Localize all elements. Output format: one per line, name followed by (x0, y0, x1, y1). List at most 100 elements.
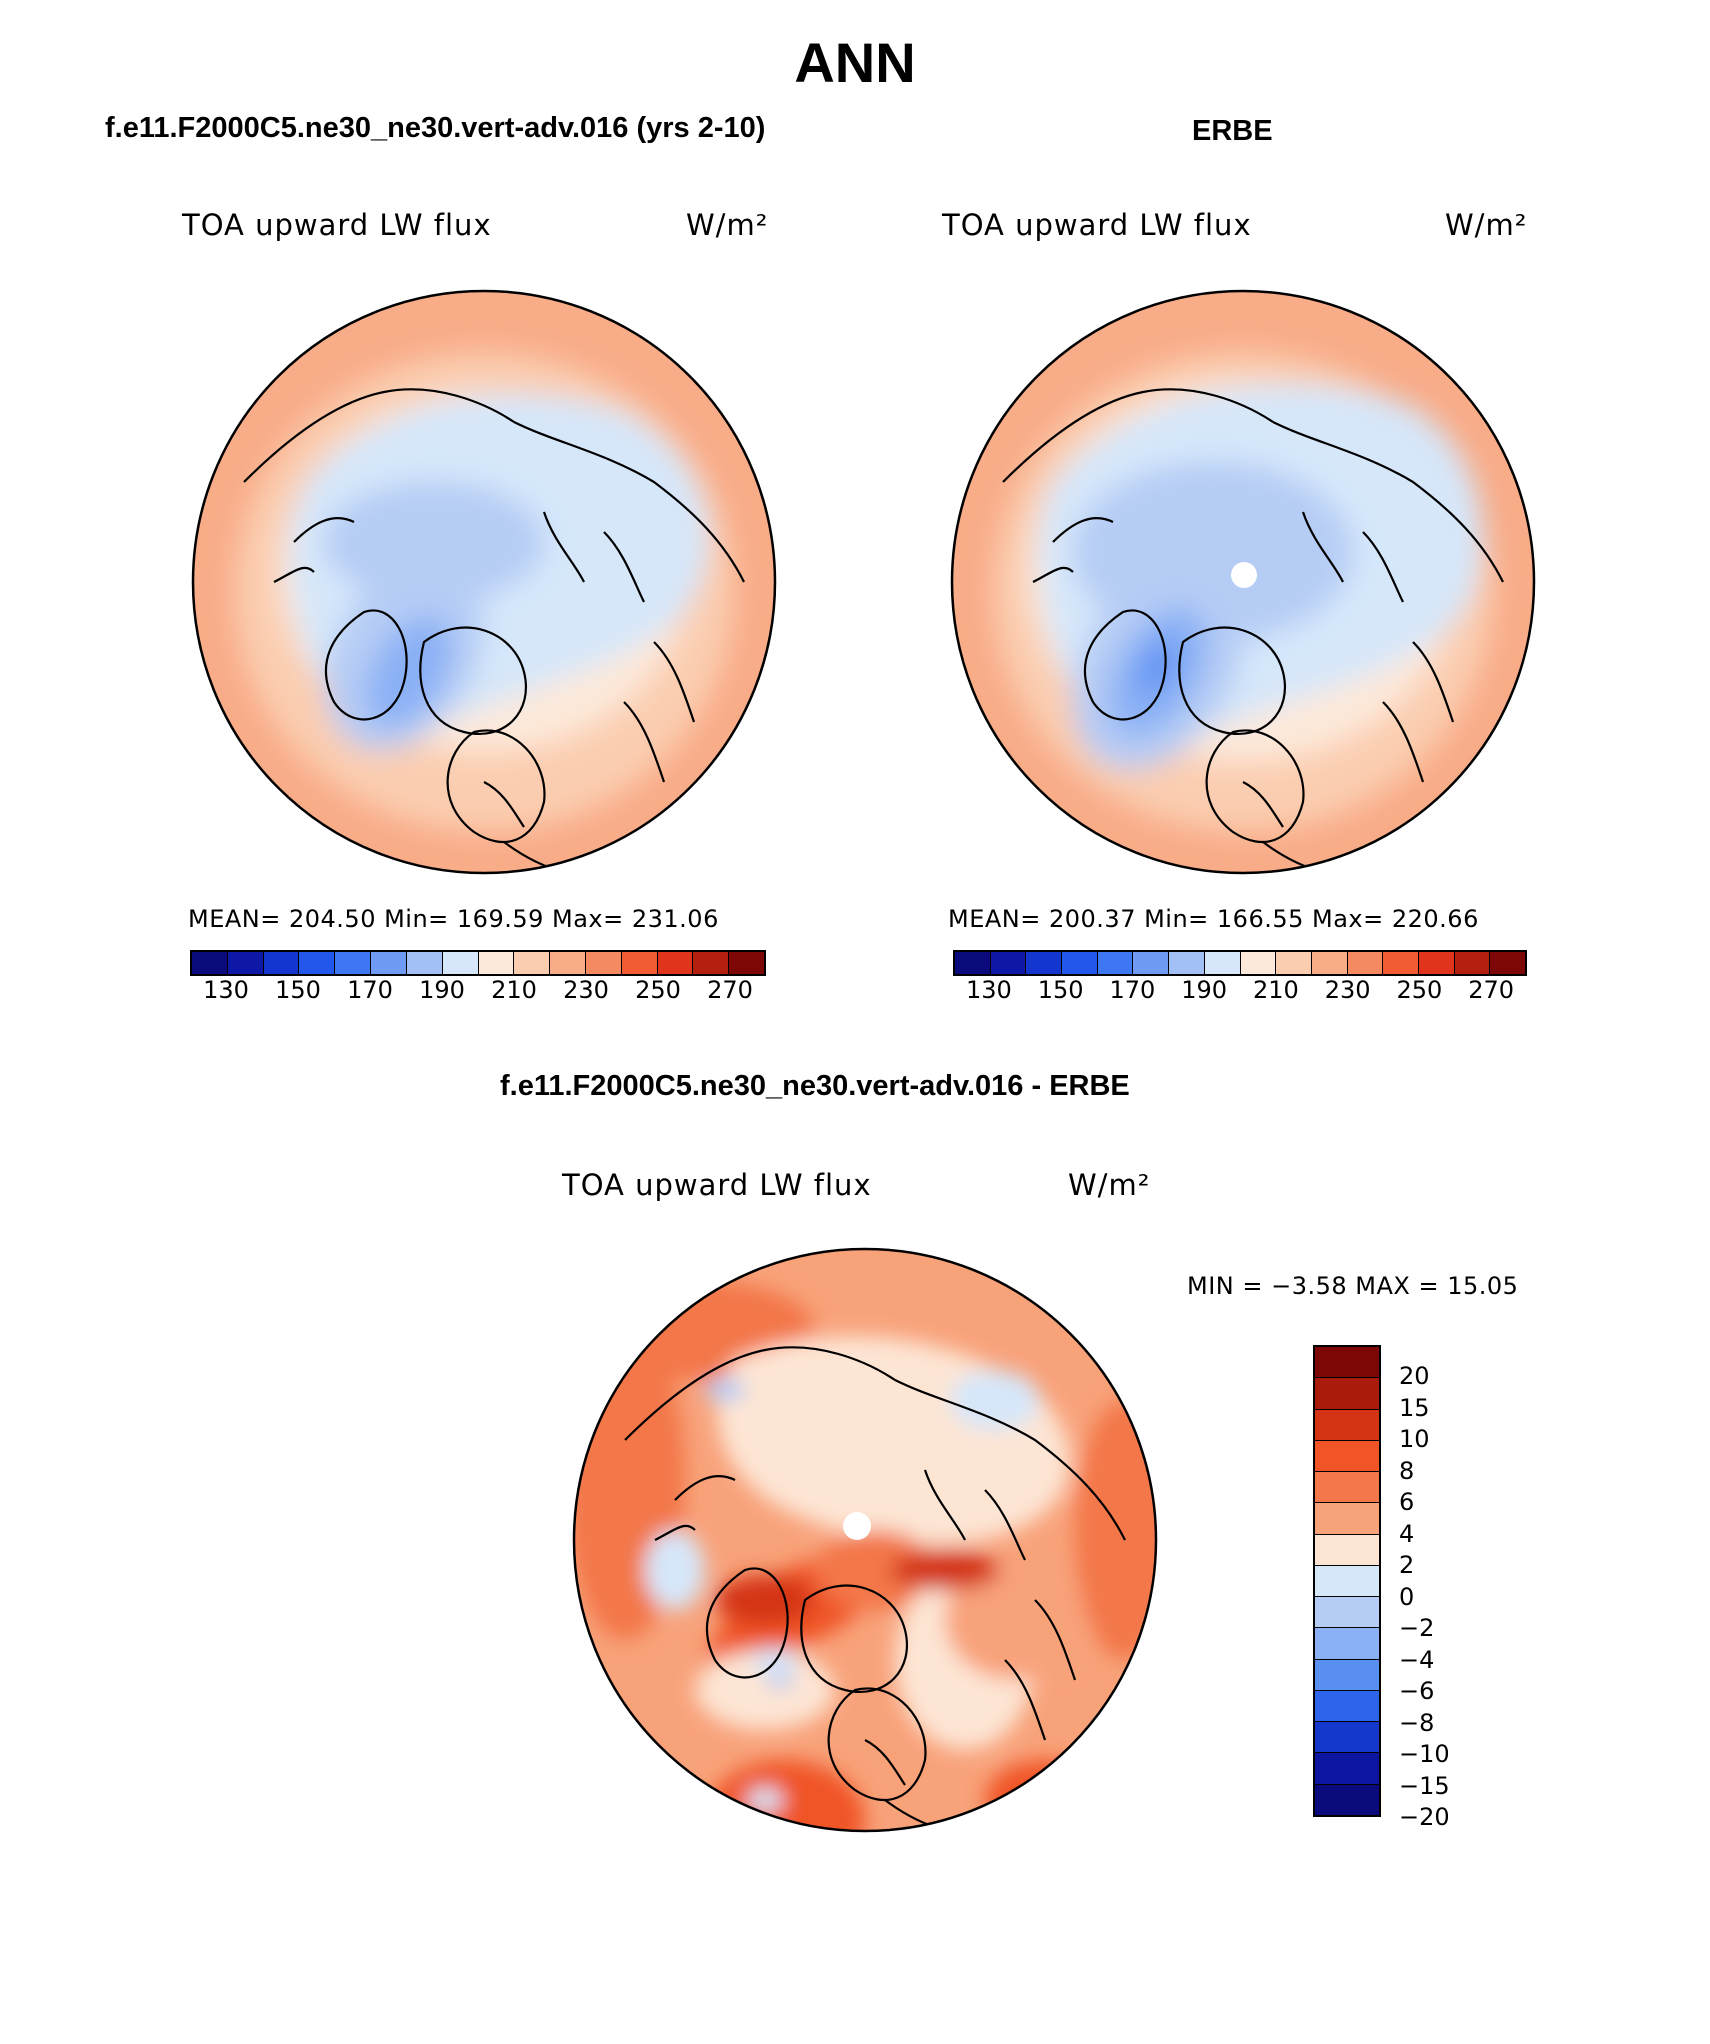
diff-colorbar-swatch (1315, 1534, 1379, 1566)
panel-2-stats: MEAN= 200.37 Min= 166.55 Max= 220.66 (948, 905, 1479, 933)
panel-2-colorbar-swatch (1026, 952, 1063, 974)
panel-2-colorbar: 130 150 170 190 210 230 250 270 (953, 950, 1527, 1006)
diff-polar-hole (843, 1512, 871, 1540)
panel-1-colorbar-tick-label: 270 (707, 976, 753, 1004)
panel-2-colorbar-tick-label: 130 (965, 976, 1012, 1004)
panel-2-colorbar-swatch (1454, 952, 1491, 974)
panel-1-colorbar-swatch (621, 952, 658, 974)
panel-1-units: W/m² (686, 208, 769, 242)
panel-2-title: ERBE (1192, 115, 1273, 147)
diff-colorbar-label: 10 (1399, 1425, 1430, 1454)
diff-colorbar-swatch (1315, 1784, 1379, 1815)
diff-colorbar-swatch (1315, 1722, 1379, 1754)
panel-2-colorbar-tick-label: 190 (1181, 976, 1228, 1004)
panel-1-colorbar-tick-label: 230 (563, 976, 609, 1004)
panel-2-colorbar-tick-label: 230 (1324, 976, 1371, 1004)
panel-2-colorbar-tick-label: 250 (1396, 976, 1443, 1004)
diff-colorbar-label: −20 (1399, 1803, 1450, 1831)
panel-2-colorbar-swatch (1062, 952, 1098, 974)
panel-2-variable: TOA upward LW flux (942, 208, 1252, 242)
page-title: ANN (794, 31, 916, 94)
panel-1-title: f.e11.F2000C5.ne30_ne30.vert-adv.016 (yr… (105, 112, 766, 144)
panel-2-colorbar-swatch (1133, 952, 1170, 974)
panel-1-colorbar-tick-label: 170 (347, 976, 393, 1004)
diff-colorbar-label: −10 (1399, 1740, 1450, 1769)
diff-colorbar-label: 8 (1399, 1456, 1415, 1485)
panel-1-colorbar-tick-label: 150 (275, 976, 321, 1004)
panel-2-colorbar-swatch (1240, 952, 1277, 974)
panel-2-colorbar-swatch (1276, 952, 1312, 974)
diff-colorbar-label: 4 (1399, 1519, 1415, 1548)
panel-1-colorbar-swatch (514, 952, 551, 974)
panel-1-colorbar-swatch (550, 952, 586, 974)
diff-min-max: MIN = −3.58 MAX = 15.05 (1187, 1272, 1519, 1300)
panel-1-colorbar-tick-label: 130 (203, 976, 249, 1004)
panel-2-colorbar-tick-label: 270 (1468, 976, 1515, 1004)
diff-colorbar-swatch (1315, 1753, 1379, 1785)
panel-2-colorbar-swatch (1383, 952, 1419, 974)
diff-colorbar-label: 6 (1399, 1488, 1415, 1517)
panel-2-colorbar-tick-label: 210 (1252, 976, 1299, 1004)
panel-1-colorbar-swatch (299, 952, 336, 974)
panel-1-colorbar-swatch (371, 952, 407, 974)
diff-colorbar-label: −15 (1399, 1771, 1450, 1800)
panel-1-colorbar-tick-label: 210 (491, 976, 537, 1004)
panel-1-colorbar-swatch (657, 952, 694, 974)
diff-colorbar-swatch (1315, 1628, 1379, 1660)
panel-1-colorbar-swatch (192, 952, 228, 974)
diff-colorbar-label: 20 (1399, 1362, 1430, 1391)
panel-2-colorbar-swatch (1169, 952, 1205, 974)
panel-1-colorbar-swatch (227, 952, 264, 974)
panel-1-colorbar-swatch (693, 952, 730, 974)
panel-1-colorbar-tick-label: 190 (419, 976, 465, 1004)
panel-2-colorbar-swatch (1347, 952, 1384, 974)
panel-1-variable: TOA upward LW flux (182, 208, 492, 242)
diff-colorbar-label: 0 (1399, 1582, 1415, 1611)
diff-map (565, 1240, 1165, 1840)
panel-1-map (184, 282, 784, 882)
diff-variable: TOA upward LW flux (562, 1168, 872, 1202)
diff-colorbar-label: 2 (1399, 1551, 1415, 1580)
diff-colorbar-swatch (1315, 1378, 1379, 1410)
diff-colorbar-swatch (1315, 1597, 1379, 1629)
panel-2-colorbar-tick-label: 170 (1109, 976, 1156, 1004)
diff-colorbar-swatch (1315, 1565, 1379, 1598)
panel-2-colorbar-swatch (1311, 952, 1348, 974)
panel-2-colorbar-swatch (1418, 952, 1455, 974)
panel-1-colorbar-swatch (478, 952, 515, 974)
panel-1-colorbar-swatch (335, 952, 372, 974)
panel-1-colorbar-swatch (585, 952, 622, 974)
panel-2-colorbar-swatch (1097, 952, 1134, 974)
diff-colorbar-label: 15 (1399, 1393, 1430, 1422)
diff-colorbar-swatch (1315, 1659, 1379, 1691)
panel-1-colorbar-swatch (442, 952, 479, 974)
panel-1-colorbar: 130 150 170 190 210 230 250 270 (190, 950, 766, 1006)
panel-2-units: W/m² (1445, 208, 1528, 242)
panel-1-colorbar-swatch (729, 952, 764, 974)
diff-colorbar-swatch (1315, 1347, 1379, 1379)
diff-colorbar-label: −6 (1399, 1677, 1435, 1706)
panel-2-colorbar-swatch (990, 952, 1027, 974)
diff-colorbar-swatch (1315, 1472, 1379, 1504)
diff-colorbar-swatch (1315, 1503, 1379, 1535)
panel-2-colorbar-swatch (1204, 952, 1241, 974)
diff-colorbar-labels: 20 15 10 8 6 4 2 0 −2 −4 −6 −8 −10 −15 −20 (1399, 1345, 1499, 1831)
panel-1-stats: MEAN= 204.50 Min= 169.59 Max= 231.06 (188, 905, 719, 933)
panel-2-colorbar-swatch (1490, 952, 1525, 974)
diff-colorbar (1313, 1345, 1381, 1817)
diff-colorbar-swatch (1315, 1440, 1379, 1473)
panel-1-colorbar-swatch (263, 952, 300, 974)
panel-2-map (943, 282, 1543, 882)
diff-colorbar-label: −8 (1399, 1708, 1435, 1737)
panel-2-polar-hole (1231, 562, 1257, 588)
diff-colorbar-swatch (1315, 1690, 1379, 1723)
panel-1-colorbar-swatch (406, 952, 443, 974)
diff-colorbar-label: −4 (1399, 1645, 1435, 1674)
diff-colorbar-swatch (1315, 1409, 1379, 1441)
panel-2-colorbar-tick-label: 150 (1037, 976, 1084, 1004)
diff-colorbar-label: −2 (1399, 1614, 1435, 1643)
panel-1-colorbar-tick-label: 250 (635, 976, 681, 1004)
panel-2-colorbar-swatch (955, 952, 991, 974)
diff-title: f.e11.F2000C5.ne30_ne30.vert-adv.016 - E… (500, 1070, 1130, 1102)
diff-units: W/m² (1068, 1168, 1151, 1202)
